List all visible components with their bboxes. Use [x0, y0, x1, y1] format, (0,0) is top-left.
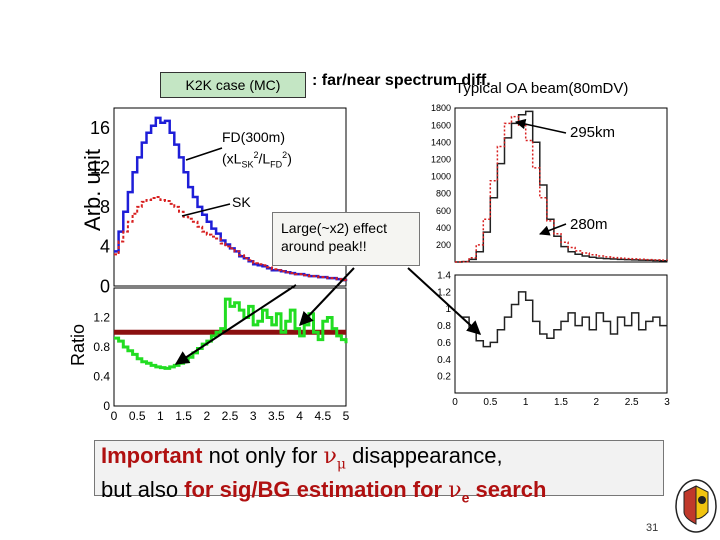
k2k-ratio-xtick-6: 3 [250, 409, 257, 423]
typical-oa-label: Typical OA beam(80mDV) [455, 80, 629, 97]
k2k-case-label: K2K case (MC) [160, 72, 306, 98]
oa-ratio-xtick-0: 0 [452, 397, 458, 408]
oa-ratio-ytick-1: 0.4 [437, 355, 451, 366]
k2k-ratio-panel: 0 0.5 1 1.5 2 2.5 3 3.5 4 4.5 5 0 0.4 0.8 1.2 [93, 287, 350, 423]
oa-ratio-line [462, 291, 667, 348]
sk-series-line [114, 196, 347, 282]
k2k-spectrum-ytick-1: 4 [100, 237, 110, 257]
oa-ratio-ytick-2: 0.6 [437, 338, 451, 349]
oa-ratio-ytick-0: 0.2 [437, 372, 451, 383]
oa-ratio-ytick-6: 1.4 [437, 271, 451, 282]
slide-title: : far/near spectrum diff. [312, 72, 491, 89]
ratio-axis-title: Ratio [68, 324, 88, 366]
oa-spectrum-ytick-0: 200 [436, 240, 451, 250]
oa-ratio-xtick-2: 1 [523, 397, 529, 408]
oa-ratio-xtick-4: 2 [594, 397, 600, 408]
oa-ratio-xtick-3: 1.5 [554, 397, 568, 408]
k2k-ratio-ytick-3: 1.2 [93, 311, 110, 325]
oa-spectrum-ytick-2: 600 [436, 206, 451, 216]
280m-label: 280m [570, 216, 608, 233]
oa-ratio-xtick-1: 0.5 [483, 397, 497, 408]
k2k-ratio-xtick-8: 4 [296, 409, 303, 423]
university-seal-icon [675, 479, 717, 533]
k2k-spectrum-ytick-0: 0 [100, 276, 110, 296]
right-peak-arrow [407, 267, 482, 335]
oa-ratio-xtick-6: 3 [664, 397, 670, 408]
oa-ratio-ytick-4: 1 [445, 304, 451, 315]
oa-spectrum-ytick-7: 1600 [431, 120, 451, 130]
oa-ratio-panel: 0 0.5 1 1.5 2 2.5 3 0.2 0.4 0.6 0.8 1 1.2 1.4 [437, 271, 670, 409]
left-peak-arrow [174, 284, 297, 365]
295km-arrow [514, 118, 567, 134]
k2k-ratio-xtick-7: 3.5 [268, 409, 285, 423]
oa-295km-line [455, 110, 668, 263]
large-effect-callout: Large(~x2) effect around peak!! [272, 212, 420, 266]
k2k-ratio-xtick-10: 5 [343, 409, 350, 423]
k2k-ratio-xtick-0: 0 [111, 409, 118, 423]
oa-ratio-ytick-5: 1.2 [437, 287, 451, 298]
k2k-spectrum-ytick-4: 16 [90, 118, 110, 138]
oa-spectrum-ytick-4: 1000 [431, 172, 451, 182]
oa-spectrum-ytick-6: 1400 [431, 137, 451, 147]
oa-280m-line [455, 115, 668, 263]
sk-label: SK [232, 194, 251, 210]
page-number: 31 [646, 522, 659, 534]
280m-arrow [539, 223, 567, 236]
oa-spectrum-ytick-8: 1800 [431, 103, 451, 113]
sk-callout-line [181, 203, 231, 217]
conclusion-box: Important not only for νμ disappearance,… [94, 440, 664, 506]
k2k-ratio-ytick-1: 0.4 [93, 370, 110, 384]
k2k-ratio-xtick-4: 2 [203, 409, 210, 423]
oa-spectrum-ytick-1: 400 [436, 223, 451, 233]
k2k-ratio-xtick-2: 1 [157, 409, 164, 423]
fd-300m-label: FD(300m) (xLSK2/LFD2) [222, 129, 292, 170]
295km-label: 295km [570, 124, 616, 141]
oa-spectrum-panel: 200 400 600 800 1000 1200 1400 1600 1800 [431, 103, 668, 263]
left-peak-arrow-2 [299, 267, 355, 327]
k2k-ratio-ytick-0: 0 [103, 399, 110, 413]
oa-spectrum-ytick-3: 800 [436, 189, 451, 199]
k2k-ratio-ytick-2: 0.8 [93, 340, 110, 354]
k2k-ratio-xtick-1: 0.5 [129, 409, 146, 423]
k2k-ratio-xtick-3: 1.5 [175, 409, 192, 423]
k2k-spectrum-ytick-3: 12 [90, 158, 110, 178]
k2k-ratio-xtick-9: 4.5 [314, 409, 331, 423]
oa-ratio-xtick-5: 2.5 [625, 397, 639, 408]
k2k-ratio-xtick-5: 2.5 [222, 409, 239, 423]
oa-spectrum-ytick-5: 1200 [431, 154, 451, 164]
oa-ratio-ytick-3: 0.8 [437, 321, 451, 332]
k2k-spectrum-ytick-2: 8 [100, 197, 110, 217]
k2k-spectrum-panel: 0 4 8 12 16 [90, 107, 348, 296]
arb-unit-axis-title: Arb. unit [80, 149, 105, 231]
oa-ratio-frame [454, 274, 668, 394]
fd-callout-line [185, 147, 223, 161]
